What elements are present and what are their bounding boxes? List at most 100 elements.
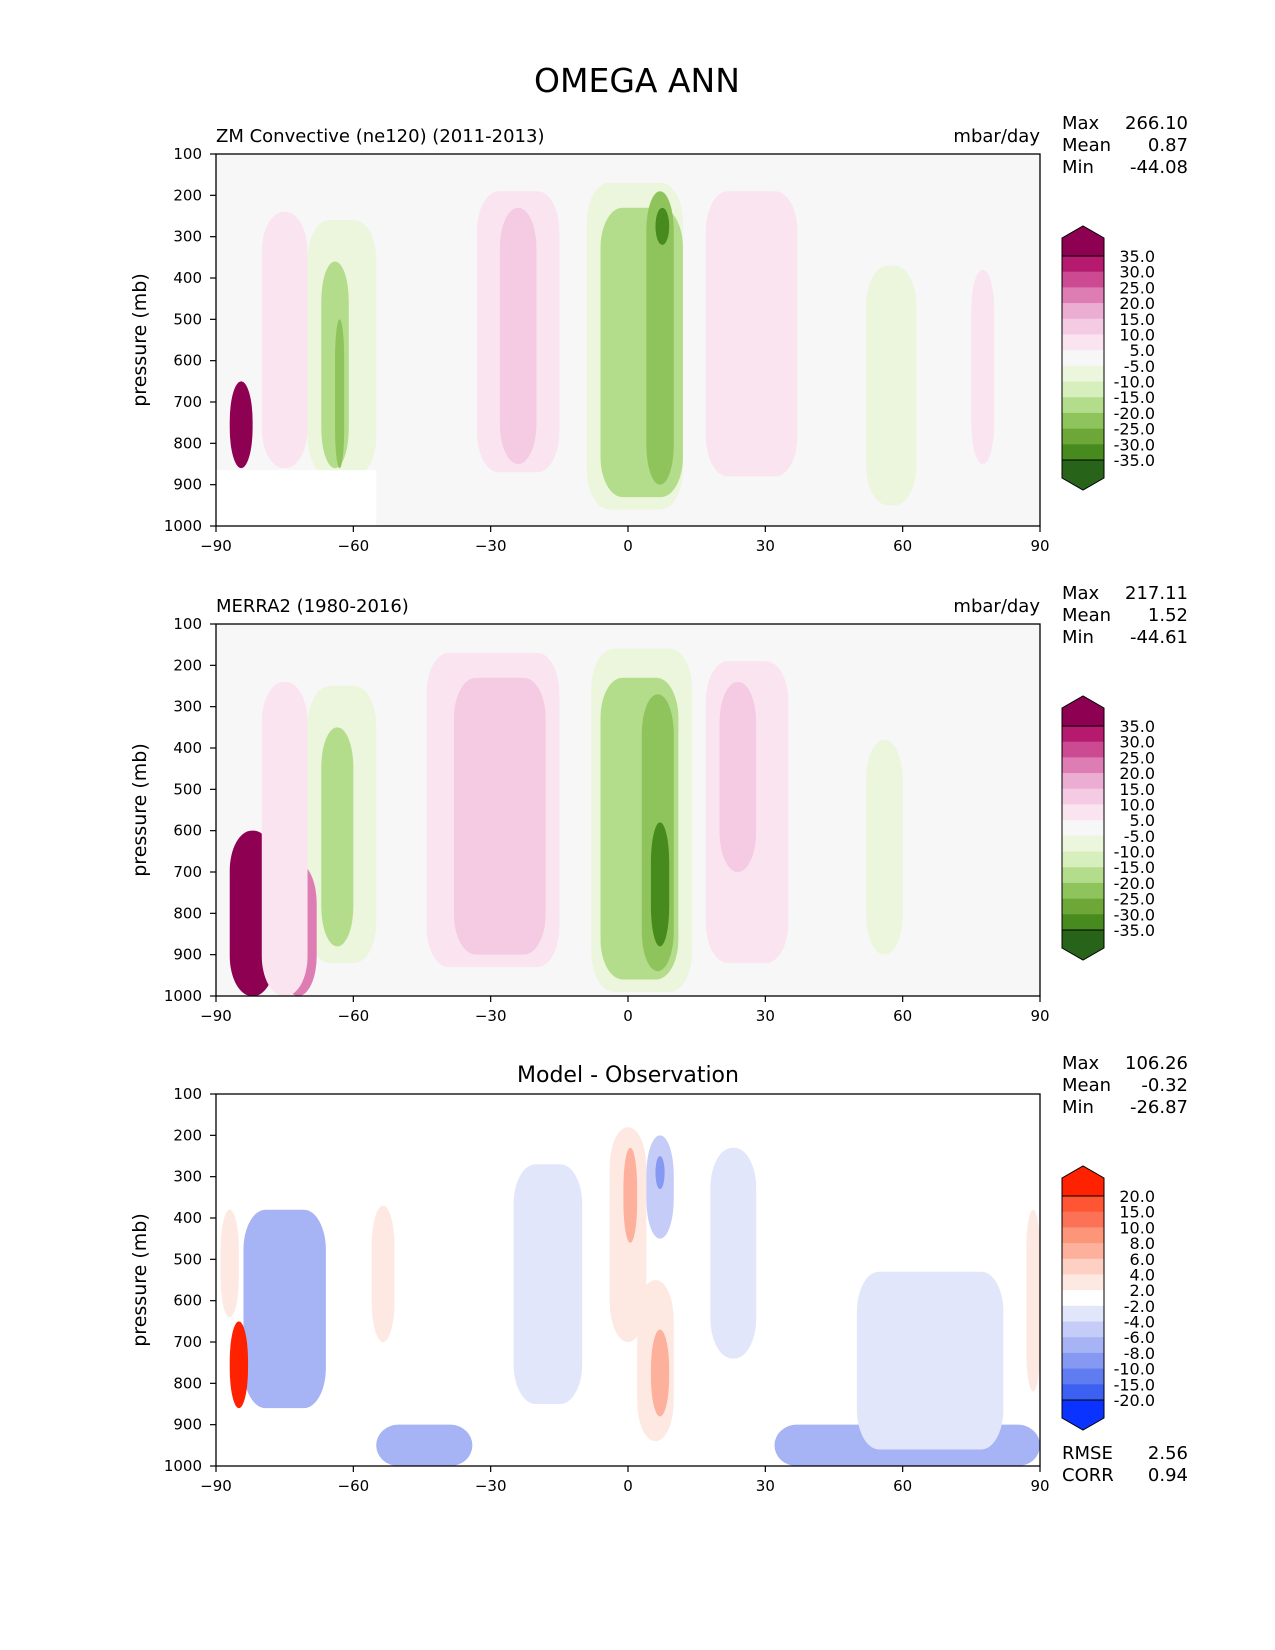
stat-value: -44.08	[1130, 157, 1188, 178]
stat-label: Mean	[1062, 135, 1111, 156]
colorbar-label: 15.0	[1119, 310, 1155, 329]
colorbar-label: 20.0	[1119, 294, 1155, 313]
masked-region	[216, 1410, 331, 1466]
colorbar-label: 2.0	[1130, 1281, 1155, 1300]
colorbar-label: -4.0	[1124, 1313, 1155, 1332]
stat-label: Mean	[1062, 1075, 1111, 1096]
y-axis-label: pressure (mb)	[129, 1213, 151, 1347]
contour-blob	[229, 1321, 249, 1409]
contour-blob	[971, 269, 995, 464]
colorbar-label: 20.0	[1119, 764, 1155, 783]
y-tick-label: 500	[173, 780, 202, 798]
x-tick-label: 90	[1030, 1007, 1049, 1025]
y-tick-label: 300	[173, 1168, 202, 1186]
panel-3: −90 −60 −30 0 30 60 90 100 200 300 400 500 600 700 800…	[129, 1053, 1188, 1495]
contour-blob	[710, 1147, 757, 1359]
panel-title: Model - Observation	[517, 1063, 739, 1088]
x-tick-label: 90	[1030, 1477, 1049, 1495]
y-tick-label: 1000	[164, 517, 202, 535]
stat-value: 217.11	[1125, 583, 1188, 604]
colorbar-label: -8.0	[1124, 1344, 1155, 1363]
colorbar-label: -20.0	[1114, 1391, 1155, 1410]
stat-value: -44.61	[1130, 627, 1188, 648]
stat-value: 1.52	[1148, 605, 1188, 626]
panel-units: mbar/day	[953, 596, 1040, 617]
contour-blob	[376, 1424, 473, 1466]
colorbar-label: -10.0	[1114, 843, 1155, 862]
stat-value: -0.32	[1141, 1075, 1188, 1096]
x-tick-label: 30	[756, 1477, 775, 1495]
y-tick-label: 700	[173, 1333, 202, 1351]
colorbar-label: 15.0	[1119, 780, 1155, 799]
y-tick-label: 300	[173, 228, 202, 246]
metric-label: CORR	[1062, 1465, 1114, 1486]
colorbar-label: 25.0	[1119, 278, 1155, 297]
metric-label: RMSE	[1062, 1443, 1113, 1464]
colorbar-label: 15.0	[1119, 1203, 1155, 1222]
y-tick-label: 300	[173, 698, 202, 716]
x-tick-label: 0	[623, 1007, 633, 1025]
colorbar-label: -2.0	[1124, 1297, 1155, 1316]
contour-blob	[866, 739, 903, 955]
y-tick-label: 100	[173, 615, 202, 633]
contour-blob	[261, 681, 308, 996]
colorbar-label: -15.0	[1114, 388, 1155, 407]
x-tick-label: 30	[756, 537, 775, 555]
x-tick-label: −30	[475, 537, 507, 555]
y-tick-label: 600	[173, 1292, 202, 1310]
colorbar-label: 10.0	[1119, 795, 1155, 814]
x-tick-label: 60	[893, 1007, 912, 1025]
colorbar-label: -30.0	[1114, 905, 1155, 924]
y-tick-label: 900	[173, 1416, 202, 1434]
colorbar-label: 5.0	[1130, 811, 1155, 830]
y-tick-label: 900	[173, 476, 202, 494]
y-tick-label: 600	[173, 352, 202, 370]
panel-units: mbar/day	[953, 126, 1040, 147]
x-tick-label: 90	[1030, 537, 1049, 555]
y-tick-label: 800	[173, 434, 202, 452]
colorbar-label: 8.0	[1130, 1234, 1155, 1253]
x-tick-label: −90	[200, 1007, 232, 1025]
x-tick-label: 30	[756, 1007, 775, 1025]
colorbar-label: -10.0	[1114, 373, 1155, 392]
colorbar: 35.030.025.020.015.010.05.0-5.0-10.0-15.…	[1061, 225, 1155, 491]
colorbar: 35.030.025.020.015.010.05.0-5.0-10.0-15.…	[1061, 695, 1155, 961]
panel-2: −90 −60 −30 0 30 60 90 100 200 300 400 500 600 700 800…	[129, 583, 1188, 1025]
y-tick-label: 200	[173, 656, 202, 674]
contour-blob	[646, 191, 674, 485]
y-axis-label: pressure (mb)	[129, 743, 151, 877]
contour-blob	[866, 265, 917, 506]
stat-label: Max	[1062, 583, 1100, 604]
stat-label: Mean	[1062, 605, 1111, 626]
colorbar-label: 5.0	[1130, 341, 1155, 360]
x-tick-label: −60	[338, 537, 370, 555]
metric-value: 0.94	[1148, 1465, 1188, 1486]
stat-value: 106.26	[1125, 1053, 1188, 1074]
y-tick-label: 900	[173, 946, 202, 964]
x-tick-label: −90	[200, 537, 232, 555]
y-tick-label: 200	[173, 186, 202, 204]
x-tick-label: 0	[623, 1477, 633, 1495]
y-tick-label: 1000	[164, 1457, 202, 1475]
colorbar: 20.015.010.08.06.04.02.0-2.0-4.0-6.0-8.0…	[1061, 1165, 1155, 1431]
contour-blob	[856, 1271, 1004, 1450]
y-tick-label: 1000	[164, 987, 202, 1005]
stat-label: Min	[1062, 627, 1094, 648]
y-tick-label: 600	[173, 822, 202, 840]
contour-blob	[650, 822, 670, 947]
y-tick-label: 400	[173, 739, 202, 757]
contour-blob	[655, 207, 670, 245]
colorbar-label: -5.0	[1124, 827, 1155, 846]
colorbar-label: 35.0	[1119, 247, 1155, 266]
y-tick-label: 500	[173, 310, 202, 328]
colorbar-label: -15.0	[1114, 1375, 1155, 1394]
y-tick-label: 400	[173, 1209, 202, 1227]
colorbar-label: -25.0	[1114, 890, 1155, 909]
x-tick-label: −30	[475, 1007, 507, 1025]
stat-value: 0.87	[1148, 135, 1188, 156]
colorbar-label: 20.0	[1119, 1187, 1155, 1206]
x-tick-label: −60	[338, 1007, 370, 1025]
y-tick-label: 200	[173, 1126, 202, 1144]
colorbar-label: 4.0	[1130, 1265, 1155, 1284]
y-axis-label: pressure (mb)	[129, 273, 151, 407]
